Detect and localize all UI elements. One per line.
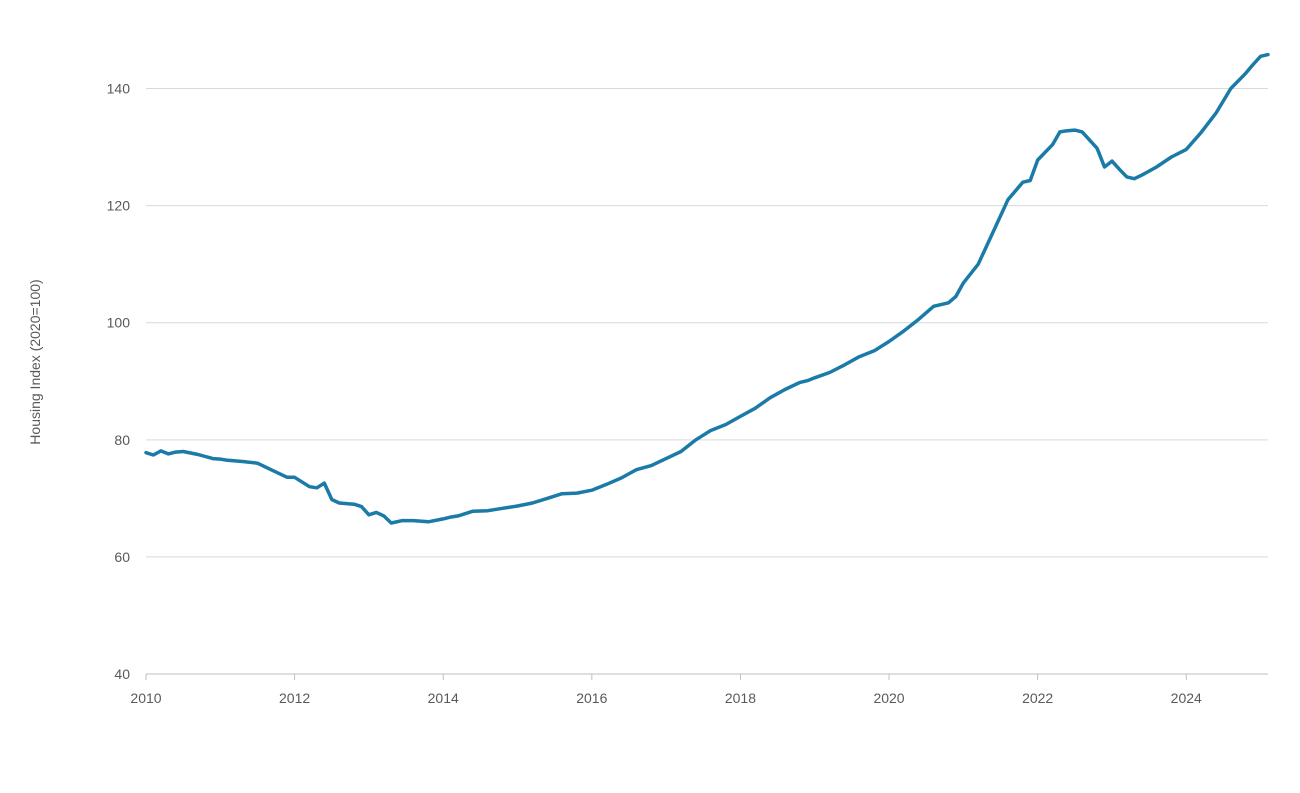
y-tick-label-40: 40 <box>114 666 130 682</box>
x-tick-label-2010: 2010 <box>130 690 161 706</box>
y-tick-label-60: 60 <box>114 549 130 565</box>
y-tick-label-120: 120 <box>107 198 131 214</box>
y-axis-title: Housing Index (2020=100) <box>27 279 43 444</box>
y-tick-label-80: 80 <box>114 432 130 448</box>
x-tick-label-2022: 2022 <box>1022 690 1053 706</box>
y-tick-label-100: 100 <box>107 315 131 331</box>
x-tick-label-2014: 2014 <box>428 690 459 706</box>
x-tick-label-2024: 2024 <box>1171 690 1202 706</box>
y-axis-ticks: 40 60 80 100 120 140 <box>107 81 131 682</box>
x-tick-label-2012: 2012 <box>279 690 310 706</box>
x-tick-label-2020: 2020 <box>873 690 904 706</box>
housing-index-series-line <box>144 52 1270 525</box>
y-tick-label-140: 140 <box>107 81 131 97</box>
x-tick-label-2016: 2016 <box>576 690 607 706</box>
x-axis-ticks: 2010 2012 2014 2016 2018 2020 2022 2024 <box>130 674 1202 706</box>
x-tick-label-2018: 2018 <box>725 690 756 706</box>
gridlines <box>146 88 1268 558</box>
